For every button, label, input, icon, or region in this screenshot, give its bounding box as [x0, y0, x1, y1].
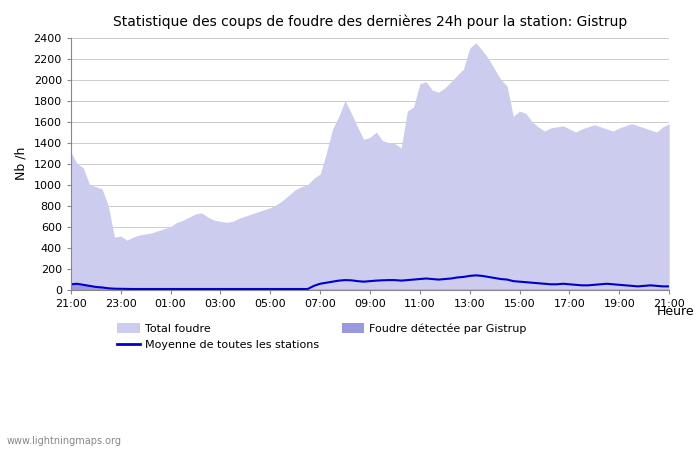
Legend: Total foudre, Moyenne de toutes les stations, Foudre détectée par Gistrup: Total foudre, Moyenne de toutes les stat…: [113, 319, 531, 355]
X-axis label: Heure: Heure: [657, 305, 694, 318]
Text: www.lightningmaps.org: www.lightningmaps.org: [7, 436, 122, 446]
Title: Statistique des coups de foudre des dernières 24h pour la station: Gistrup: Statistique des coups de foudre des dern…: [113, 15, 627, 30]
Y-axis label: Nb /h: Nb /h: [15, 147, 28, 180]
